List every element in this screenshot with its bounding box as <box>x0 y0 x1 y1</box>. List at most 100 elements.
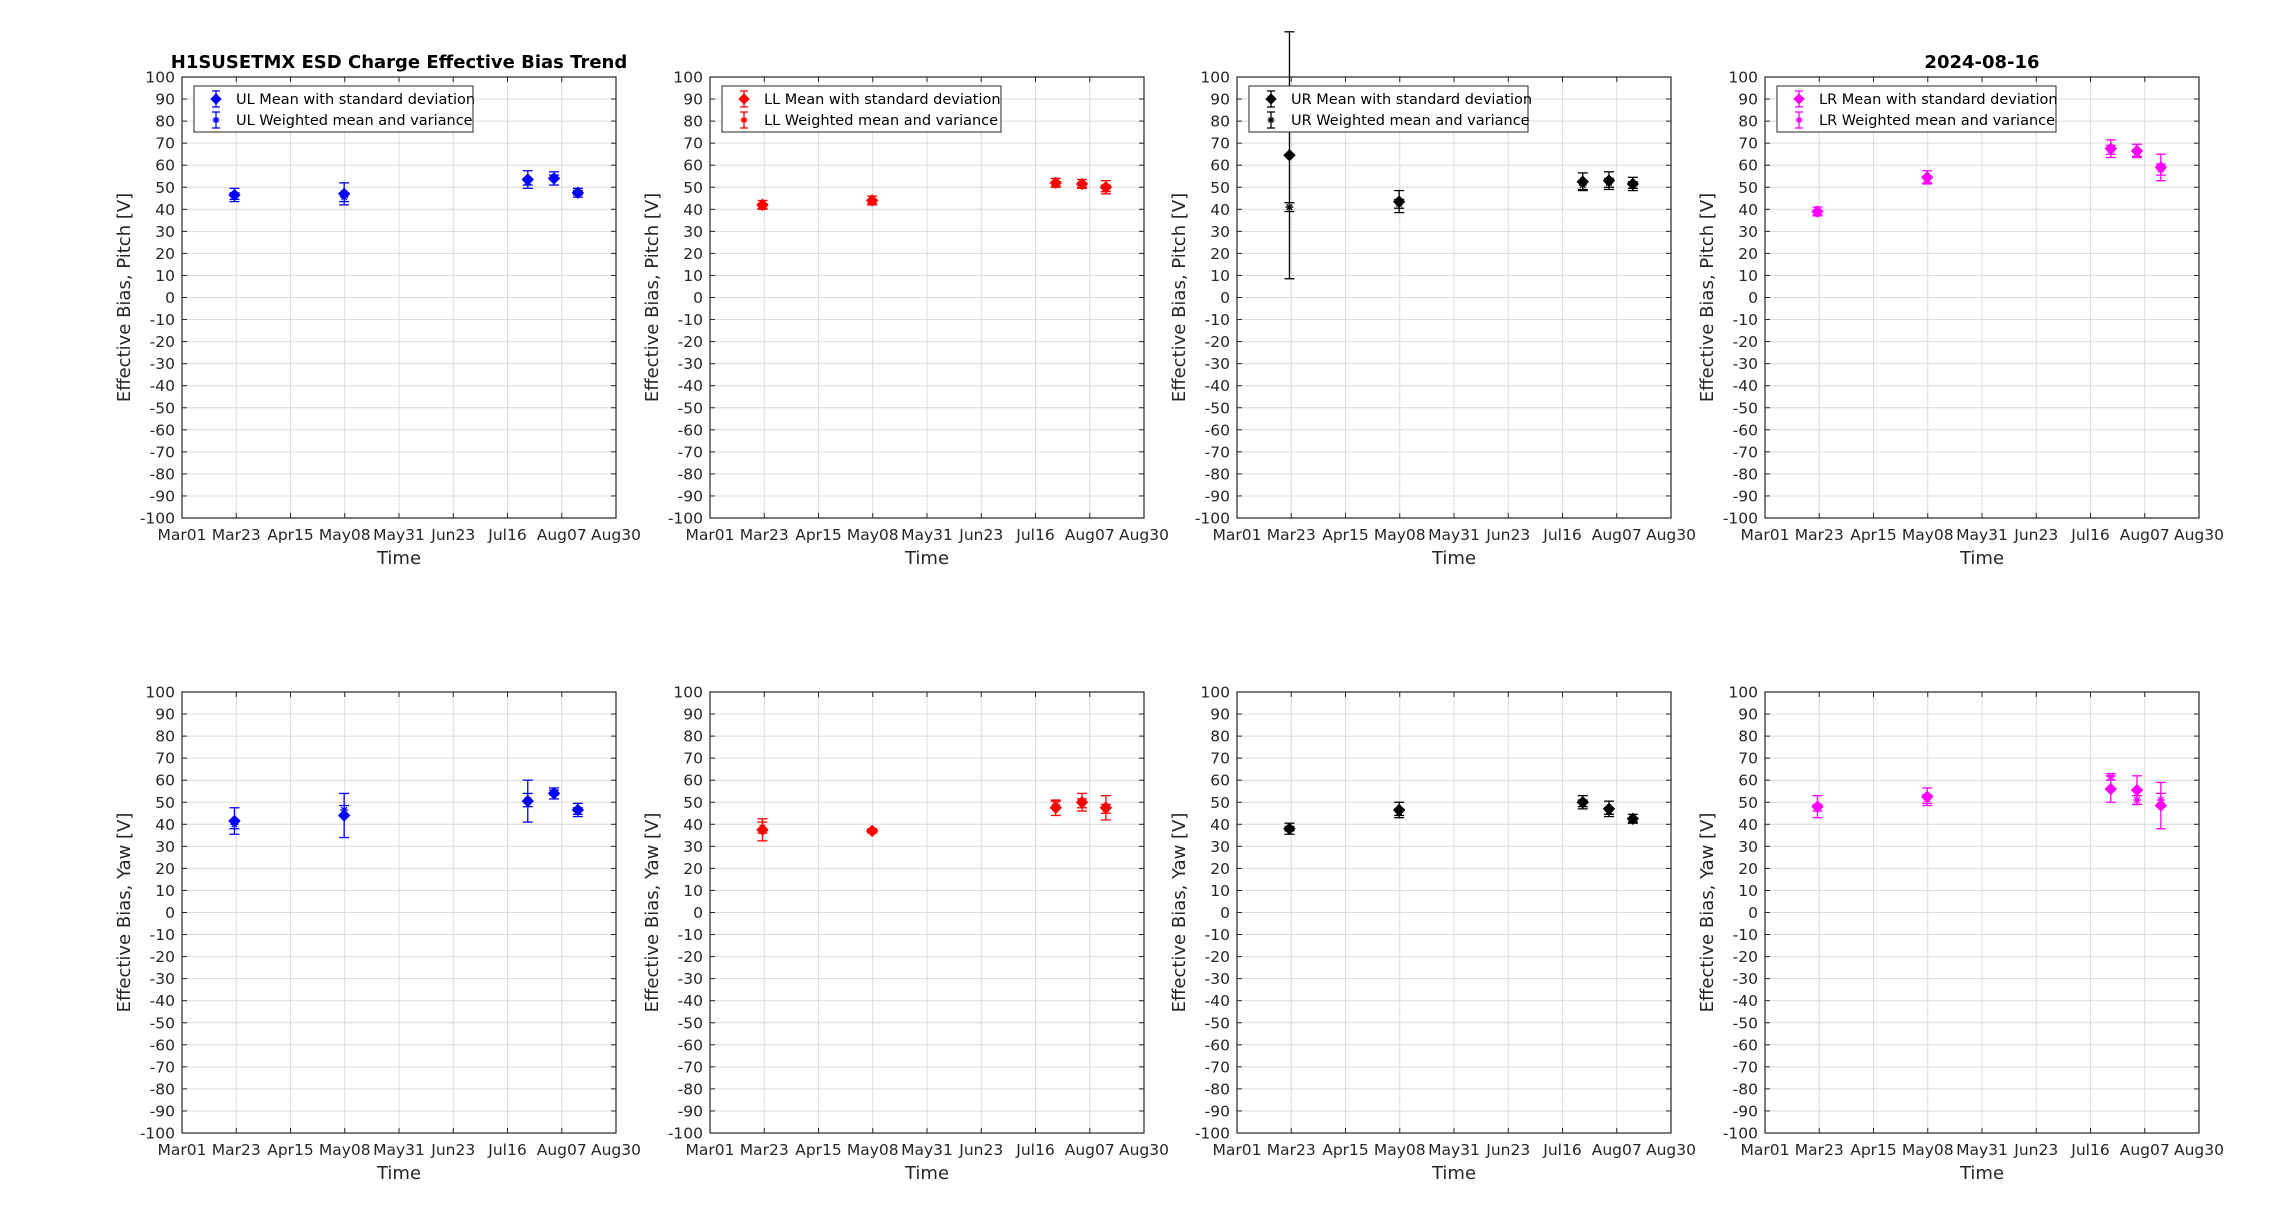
y-tick-label: -60 <box>1733 421 1758 439</box>
y-tick-label: 20 <box>1738 245 1758 263</box>
y-tick-label: 70 <box>683 750 703 768</box>
chart-panel: 1009080706050403020100-10-20-30-40-50-60… <box>1169 31 1696 569</box>
y-tick-label: -40 <box>150 377 175 395</box>
y-tick-label: -100 <box>1195 1125 1230 1143</box>
y-tick-label: -80 <box>678 1080 703 1098</box>
series-weighted-mean <box>1812 772 2166 812</box>
y-tick-label: 70 <box>683 135 703 153</box>
y-tick-label: -30 <box>1733 970 1758 988</box>
y-tick-label: -10 <box>1205 926 1230 944</box>
series-weighted-mean <box>757 179 1111 210</box>
y-tick-label: 40 <box>1210 816 1230 834</box>
y-tick-label: -30 <box>678 970 703 988</box>
y-tick-label: 80 <box>683 113 703 131</box>
data-point-star <box>1395 808 1404 817</box>
data-point-star <box>1051 800 1060 809</box>
y-tick-label: -100 <box>668 1125 703 1143</box>
y-tick-label: -80 <box>1205 1080 1230 1098</box>
y-tick-label: 50 <box>155 179 175 197</box>
y-tick-label: -90 <box>678 1102 703 1120</box>
x-tick-label: Mar23 <box>740 1141 789 1159</box>
y-tick-label: -70 <box>1733 443 1758 461</box>
y-tick-label: -90 <box>1733 1102 1758 1120</box>
y-tick-label: 100 <box>1728 684 1758 702</box>
y-tick-label: -30 <box>150 970 175 988</box>
x-tick-label: Apr15 <box>1850 526 1897 544</box>
x-tick-label: May08 <box>1902 1141 1954 1159</box>
x-tick-label: Aug30 <box>1119 1141 1169 1159</box>
legend-entry: UL Weighted mean and variance <box>236 113 473 129</box>
y-tick-label: 30 <box>155 223 175 241</box>
y-tick-label: 60 <box>683 157 703 175</box>
y-tick-label: 10 <box>1738 267 1758 285</box>
legend-box <box>1248 85 1529 133</box>
y-tick-label: 90 <box>1738 706 1758 724</box>
x-axis-title: Time <box>904 1163 949 1184</box>
y-tick-label: -90 <box>1205 1102 1230 1120</box>
axis-frame <box>709 691 1145 1134</box>
x-axis-title: Time <box>376 1163 421 1184</box>
y-tick-label: -80 <box>1205 465 1230 483</box>
data-point-star <box>758 823 767 832</box>
x-tick-label: Aug30 <box>591 1141 641 1159</box>
y-tick-label: 10 <box>683 267 703 285</box>
y-tick-label: 50 <box>155 794 175 812</box>
x-tick-label: Mar01 <box>686 1141 735 1159</box>
y-tick-label: 50 <box>1210 794 1230 812</box>
legend: LR Mean with standard deviation LR Weight… <box>1776 85 2058 133</box>
y-tick-label: 0 <box>165 904 175 922</box>
series-weighted-mean <box>1812 144 2166 217</box>
x-tick-label: May31 <box>1428 1141 1480 1159</box>
y-tick-label: -50 <box>1733 1014 1758 1032</box>
y-tick-label: -50 <box>678 399 703 417</box>
y-axis-title: Effective Bias, Yaw [V] <box>114 813 135 1013</box>
data-point-star <box>523 177 532 186</box>
x-tick-label: Mar23 <box>212 1141 261 1159</box>
y-tick-label: 50 <box>1738 794 1758 812</box>
legend: UL Mean with standard deviation UL Weight… <box>193 85 475 133</box>
series-weighted-mean <box>1284 177 1638 213</box>
x-tick-label: Jul16 <box>487 526 526 544</box>
legend-box <box>721 85 1002 133</box>
y-tick-label: 90 <box>1210 706 1230 724</box>
y-tick-label: -80 <box>150 1080 175 1098</box>
y-tick-label: -50 <box>1205 1014 1230 1032</box>
data-point-star <box>1395 199 1404 208</box>
x-tick-label: Jul16 <box>1015 1141 1054 1159</box>
y-tick-label: -10 <box>150 926 175 944</box>
y-tick-label: 30 <box>1738 838 1758 856</box>
x-tick-label: Mar01 <box>1741 526 1790 544</box>
data-point-diamond <box>2104 782 2117 796</box>
x-tick-label: Apr15 <box>795 526 842 544</box>
x-tick-label: Jun23 <box>958 526 1003 544</box>
axis-frame <box>1236 76 1672 519</box>
y-tick-label: 20 <box>1210 245 1230 263</box>
y-tick-label: 80 <box>1738 113 1758 131</box>
legend-entry: LL Weighted mean and variance <box>764 113 998 129</box>
x-axis-title: Time <box>1431 548 1476 569</box>
data-point-star <box>758 201 767 210</box>
y-tick-label: -50 <box>150 399 175 417</box>
y-tick-label: -30 <box>1205 970 1230 988</box>
x-tick-label: Jul16 <box>1015 526 1054 544</box>
data-point-star <box>2133 796 2141 805</box>
y-tick-label: -20 <box>678 948 703 966</box>
y-tick-label: 100 <box>673 684 703 702</box>
x-tick-label: Jun23 <box>430 526 475 544</box>
y-tick-label: 100 <box>673 69 703 87</box>
y-tick-label: 90 <box>683 91 703 109</box>
legend-marker-star <box>212 116 220 124</box>
y-tick-label: -90 <box>678 487 703 505</box>
y-tick-label: -90 <box>1205 487 1230 505</box>
data-point-star <box>230 820 239 829</box>
y-tick-label: -60 <box>1733 1036 1758 1054</box>
y-tick-label: -40 <box>1205 992 1230 1010</box>
y-tick-label: 70 <box>155 750 175 768</box>
x-tick-label: May31 <box>901 526 953 544</box>
x-axis-title: Time <box>1959 548 2004 569</box>
data-point-star <box>340 193 349 202</box>
y-tick-label: -70 <box>678 443 703 461</box>
y-tick-label: -100 <box>1723 1125 1758 1143</box>
y-tick-label: -70 <box>150 443 175 461</box>
x-tick-label: Apr15 <box>795 1141 842 1159</box>
